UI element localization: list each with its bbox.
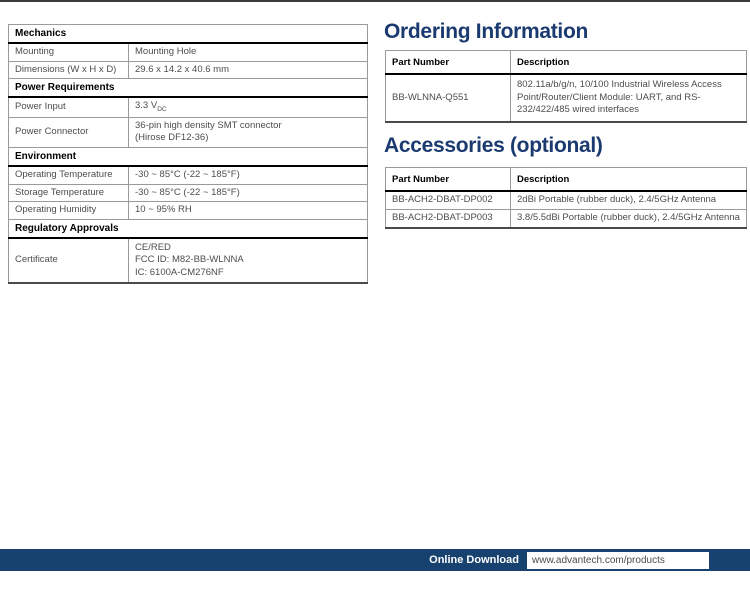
- specifications-table: Mechanics Mounting Mounting Hole Dimensi…: [8, 24, 368, 284]
- ordering-information-heading: Ordering Information: [384, 20, 589, 43]
- spec-label-cell: Dimensions (W x H x D): [8, 60, 129, 80]
- description-cell: 2dBi Portable (rubber duck), 2.4/5GHz An…: [510, 190, 747, 210]
- spec-row-power-input: Power Input 3.3 VDC: [8, 96, 368, 118]
- power-input-value: 3.3 V: [135, 100, 158, 112]
- spec-row-dimensions: Dimensions (W x H x D) 29.6 x 14.2 x 40.…: [8, 60, 368, 80]
- part-number-column-header: Part Number: [385, 50, 511, 75]
- spec-value-cell: 10 ~ 95% RH: [128, 201, 368, 220]
- spec-value-cell: 36-pin high density SMT connector (Hiros…: [128, 116, 368, 148]
- section-header: Power Requirements: [8, 78, 368, 99]
- spec-value-cell: 29.6 x 14.2 x 40.6 mm: [128, 60, 368, 80]
- description-cell: 802.11a/b/g/n, 10/100 Industrial Wireles…: [510, 73, 747, 123]
- spec-value-cell: -30 ~ 85°C (-22 ~ 185°F): [128, 183, 368, 203]
- spec-row-storage-temperature: Storage Temperature -30 ~ 85°C (-22 ~ 18…: [8, 183, 368, 203]
- table-row: BB-WLNNA-Q551 802.11a/b/g/n, 10/100 Indu…: [385, 73, 747, 123]
- part-number-cell: BB-ACH2-DBAT-DP003: [385, 208, 511, 229]
- part-number-cell: BB-WLNNA-Q551: [385, 73, 511, 123]
- spec-value-cell: -30 ~ 85°C (-22 ~ 185°F): [128, 165, 368, 185]
- table-row: BB-ACH2-DBAT-DP002 2dBi Portable (rubber…: [385, 190, 747, 210]
- spec-label-cell: Storage Temperature: [8, 183, 129, 203]
- description-cell: 3.8/5.5dBi Portable (rubber duck), 2.4/5…: [510, 208, 747, 229]
- spec-row-operating-temperature: Operating Temperature -30 ~ 85°C (-22 ~ …: [8, 165, 368, 185]
- spec-label-cell: Operating Temperature: [8, 165, 129, 185]
- part-number-column-header: Part Number: [385, 167, 511, 192]
- accessories-table: Part Number Description BB-ACH2-DBAT-DP0…: [385, 167, 747, 229]
- spec-row-operating-humidity: Operating Humidity 10 ~ 95% RH: [8, 201, 368, 220]
- part-number-cell: BB-ACH2-DBAT-DP002: [385, 190, 511, 210]
- description-column-header: Description: [510, 50, 747, 75]
- ordering-information-table: Part Number Description BB-WLNNA-Q551 80…: [385, 50, 747, 123]
- spec-label-cell: Certificate: [8, 237, 129, 284]
- spec-value-cell: CE/RED FCC ID: M82-BB-WLNNA IC: 6100A-CM…: [128, 237, 368, 284]
- power-input-unit-subscript: DC: [157, 106, 167, 114]
- spec-row-mounting: Mounting Mounting Hole: [8, 42, 368, 62]
- spec-section-environment: Environment: [8, 146, 368, 168]
- spec-label-cell: Power Input: [8, 96, 129, 118]
- footer-url-link[interactable]: www.advantech.com/products: [527, 551, 709, 569]
- spec-value-cell: Mounting Hole: [128, 42, 368, 62]
- spec-label-cell: Mounting: [8, 42, 129, 62]
- section-header: Regulatory Approvals: [8, 218, 368, 239]
- spec-row-power-connector: Power Connector 36-pin high density SMT …: [8, 116, 368, 148]
- accessories-heading: Accessories (optional): [384, 134, 603, 157]
- section-header: Environment: [8, 146, 368, 168]
- table-header-row: Part Number Description: [385, 50, 747, 75]
- online-download-label: Online Download: [429, 554, 519, 566]
- section-header: Mechanics: [8, 24, 368, 45]
- spec-section-mechanics: Mechanics: [8, 24, 368, 45]
- spec-value-cell: 3.3 VDC: [128, 96, 368, 118]
- footer-bar: Online Download www.advantech.com/produc…: [0, 549, 750, 571]
- spec-row-certificate: Certificate CE/RED FCC ID: M82-BB-WLNNA …: [8, 237, 368, 284]
- spec-label-cell: Power Connector: [8, 116, 129, 148]
- table-row: BB-ACH2-DBAT-DP003 3.8/5.5dBi Portable (…: [385, 208, 747, 229]
- spec-section-regulatory: Regulatory Approvals: [8, 218, 368, 239]
- spec-section-power: Power Requirements: [8, 78, 368, 99]
- description-column-header: Description: [510, 167, 747, 192]
- spec-label-cell: Operating Humidity: [8, 201, 129, 220]
- top-divider: [0, 0, 750, 2]
- table-header-row: Part Number Description: [385, 167, 747, 192]
